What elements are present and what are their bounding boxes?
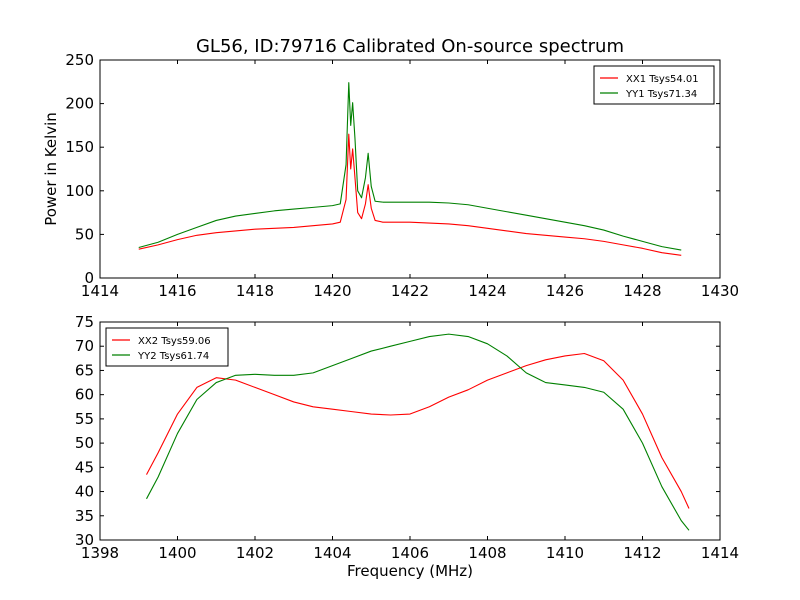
bottom-series-line-0 bbox=[146, 352, 690, 509]
bottom-xtick-label: 1406 bbox=[391, 544, 429, 562]
top-legend-label-0: XX1 Tsys54.01 bbox=[626, 74, 699, 85]
top-legend-label-1: YY1 Tsys71.34 bbox=[625, 89, 697, 100]
bottom-legend-label-0: XX2 Tsys59.06 bbox=[138, 336, 211, 347]
top-xtick-label: 1420 bbox=[313, 282, 351, 300]
top-series-line-1 bbox=[138, 82, 682, 251]
bottom-xtick-label: 1404 bbox=[313, 544, 351, 562]
bottom-ytick-label: 70 bbox=[75, 337, 94, 355]
top-xtick-label: 1416 bbox=[158, 282, 196, 300]
bottom-legend: XX2 Tsys59.06 YY2 Tsys61.74 bbox=[105, 327, 229, 367]
bottom-xtick-label: 1414 bbox=[701, 544, 739, 562]
top-spectrum-panel: 1414 1416 1418 1420 1422 1424 1426 1428 1430 0 50 1… bbox=[42, 51, 739, 300]
top-ytick-label: 50 bbox=[75, 225, 94, 243]
bottom-xtick-label: 1410 bbox=[546, 544, 584, 562]
bottom-ytick-label: 60 bbox=[75, 386, 94, 404]
top-xtick-label: 1418 bbox=[236, 282, 274, 300]
top-legend: XX1 Tsys54.01 YY1 Tsys71.34 bbox=[593, 65, 715, 105]
bottom-ytick-label: 55 bbox=[75, 410, 94, 428]
bottom-xtick-label: 1402 bbox=[236, 544, 274, 562]
bottom-xtick-label: 1400 bbox=[158, 544, 196, 562]
top-xtick-label: 1430 bbox=[701, 282, 739, 300]
top-xtick-label: 1428 bbox=[623, 282, 661, 300]
chart-title: GL56, ID:79716 Calibrated On-source spec… bbox=[196, 36, 624, 57]
top-ytick-label: 200 bbox=[65, 95, 94, 113]
bottom-ytick-label: 30 bbox=[75, 531, 94, 549]
bottom-legend-label-1: YY2 Tsys61.74 bbox=[137, 351, 209, 362]
top-ytick-label: 0 bbox=[84, 269, 94, 287]
bottom-ytick-label: 75 bbox=[75, 313, 94, 331]
top-ytick-label: 100 bbox=[65, 182, 94, 200]
bottom-xtick-label: 1408 bbox=[468, 544, 506, 562]
bottom-xtick-label: 1412 bbox=[623, 544, 661, 562]
bottom-ytick-label: 65 bbox=[75, 361, 94, 379]
bottom-legend-box bbox=[105, 327, 229, 367]
bottom-spectrum-panel: 1398 1400 1402 1404 1406 1408 1410 1412 1414 30 35… bbox=[75, 313, 739, 580]
top-xtick-label: 1414 bbox=[81, 282, 119, 300]
top-ytick-label: 250 bbox=[65, 51, 94, 69]
top-series-line-0 bbox=[138, 133, 682, 256]
top-ytick-label: 150 bbox=[65, 138, 94, 156]
top-xtick-label: 1424 bbox=[468, 282, 506, 300]
top-xtick-label: 1422 bbox=[391, 282, 429, 300]
bottom-ytick-label: 45 bbox=[75, 458, 94, 476]
bottom-x-axis-title: Frequency (MHz) bbox=[347, 562, 473, 580]
bottom-series-line-1 bbox=[146, 333, 690, 531]
bottom-ytick-label: 50 bbox=[75, 434, 94, 452]
bottom-ytick-label: 35 bbox=[75, 507, 94, 525]
top-y-axis-title: Power in Kelvin bbox=[42, 112, 60, 226]
bottom-xtick-label: 1398 bbox=[81, 544, 119, 562]
top-xtick-label: 1426 bbox=[546, 282, 584, 300]
top-legend-box bbox=[593, 65, 715, 105]
bottom-ytick-label: 40 bbox=[75, 483, 94, 501]
